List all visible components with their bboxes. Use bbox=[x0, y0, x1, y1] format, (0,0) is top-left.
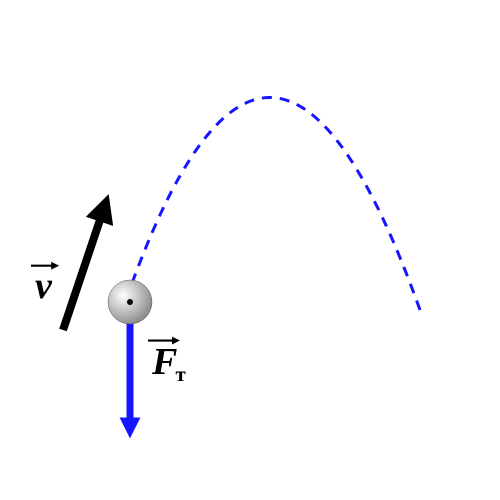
velocity-arrow bbox=[63, 205, 105, 330]
ball-center-dot bbox=[127, 299, 133, 305]
velocity-label: v bbox=[31, 265, 56, 307]
trajectory-curve bbox=[126, 97, 420, 310]
physics-diagram: v F т bbox=[0, 0, 500, 500]
force-label-text: F bbox=[151, 341, 177, 383]
force-label: F т bbox=[148, 341, 186, 386]
velocity-label-text: v bbox=[35, 265, 53, 307]
force-label-subscript: т bbox=[176, 362, 186, 386]
